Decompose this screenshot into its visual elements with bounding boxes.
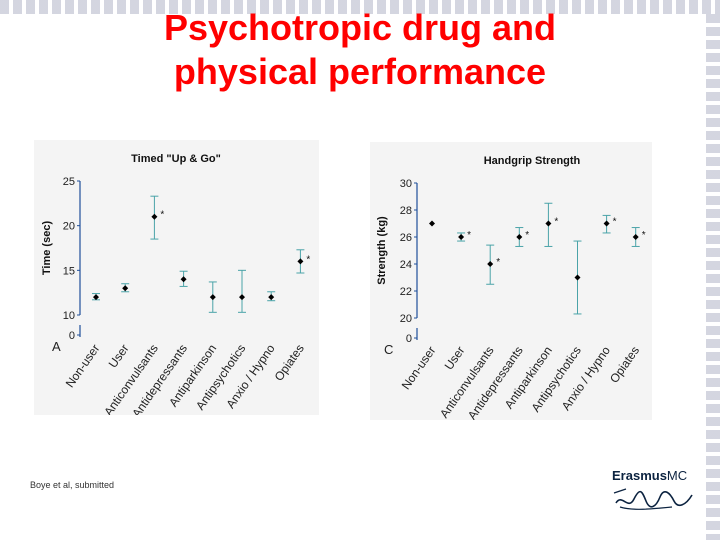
data-point-marker (603, 220, 610, 227)
erasmus-mc-logo: ErasmusMC (612, 468, 702, 516)
y-tick-label: 20 (400, 313, 412, 325)
x-category-label: Opiates (272, 342, 307, 384)
citation: Boye et al, submitted (30, 480, 115, 490)
data-point-marker (632, 234, 639, 240)
logo-wordmark: ErasmusMC (612, 468, 702, 483)
y-tick-label: 10 (63, 310, 75, 322)
y-axis-label: Strength (kg) (376, 216, 388, 285)
significance-marker: * (467, 230, 471, 241)
y-tick-label: 26 (400, 232, 412, 244)
panel-label: C (384, 342, 393, 357)
data-point-marker (151, 213, 158, 220)
slide-title: Psychotropic drug and physical performan… (163, 7, 557, 92)
timed-up-and-go-chart-svg: Timed "Up & Go" Time (sec) 0 10 15 20 25 A Non-u… (41, 153, 310, 415)
significance-marker: * (525, 230, 529, 241)
chart-title: Timed "Up & Go" (131, 153, 221, 165)
y-tick-label: 20 (63, 221, 75, 233)
data-point-marker (297, 258, 304, 265)
x-category-label: User (442, 344, 468, 373)
y-tick-label: 25 (63, 176, 75, 188)
panel-label: A (52, 339, 61, 354)
y-tick-label: 0 (69, 330, 75, 342)
decorative-border-right (706, 14, 720, 540)
y-tick-label: 22 (400, 286, 412, 298)
data-point-marker (458, 234, 465, 240)
y-axis-label: Time (sec) (41, 221, 53, 276)
data-point-marker (545, 220, 552, 227)
timed-up-and-go-chart: Timed "Up & Go" Time (sec) 0 10 15 20 25 A Non-u… (34, 140, 319, 415)
x-category-label: Non-user (63, 342, 103, 390)
significance-marker: * (496, 257, 500, 268)
y-tick-label: 24 (400, 259, 412, 271)
significance-marker: * (306, 254, 310, 265)
data-point-marker (93, 294, 99, 301)
erasmus-signature-icon (613, 488, 693, 510)
significance-marker: * (554, 217, 558, 228)
significance-marker: * (642, 230, 646, 241)
significance-marker: * (160, 210, 164, 221)
data-point-marker (574, 274, 581, 281)
handgrip-strength-chart: Handgrip Strength Strength (kg) 0 20 22 24 26 2… (370, 142, 652, 420)
chart-title: Handgrip Strength (484, 155, 581, 167)
y-tick-label: 30 (400, 178, 412, 190)
data-point-marker (239, 294, 245, 301)
data-point-marker (487, 261, 494, 267)
y-tick-label: 15 (63, 265, 75, 277)
x-category-label: User (106, 342, 132, 371)
y-tick-label: 0 (406, 333, 412, 345)
logo-brand: Erasmus (612, 468, 667, 483)
y-tick-label: 28 (400, 205, 412, 217)
data-point-marker (122, 285, 129, 292)
significance-marker: * (613, 217, 617, 228)
data-point-marker (429, 220, 435, 227)
data-point-marker (268, 294, 275, 301)
data-point-marker (516, 234, 523, 240)
data-point-marker (180, 276, 187, 283)
x-category-label: Non-user (399, 344, 439, 392)
handgrip-strength-chart-svg: Handgrip Strength Strength (kg) 0 20 22 24 26 2… (376, 155, 646, 420)
decorative-border-top (0, 0, 720, 14)
data-point-marker (209, 294, 216, 301)
logo-suffix: MC (666, 468, 688, 483)
x-category-label: Opiates (607, 344, 642, 386)
